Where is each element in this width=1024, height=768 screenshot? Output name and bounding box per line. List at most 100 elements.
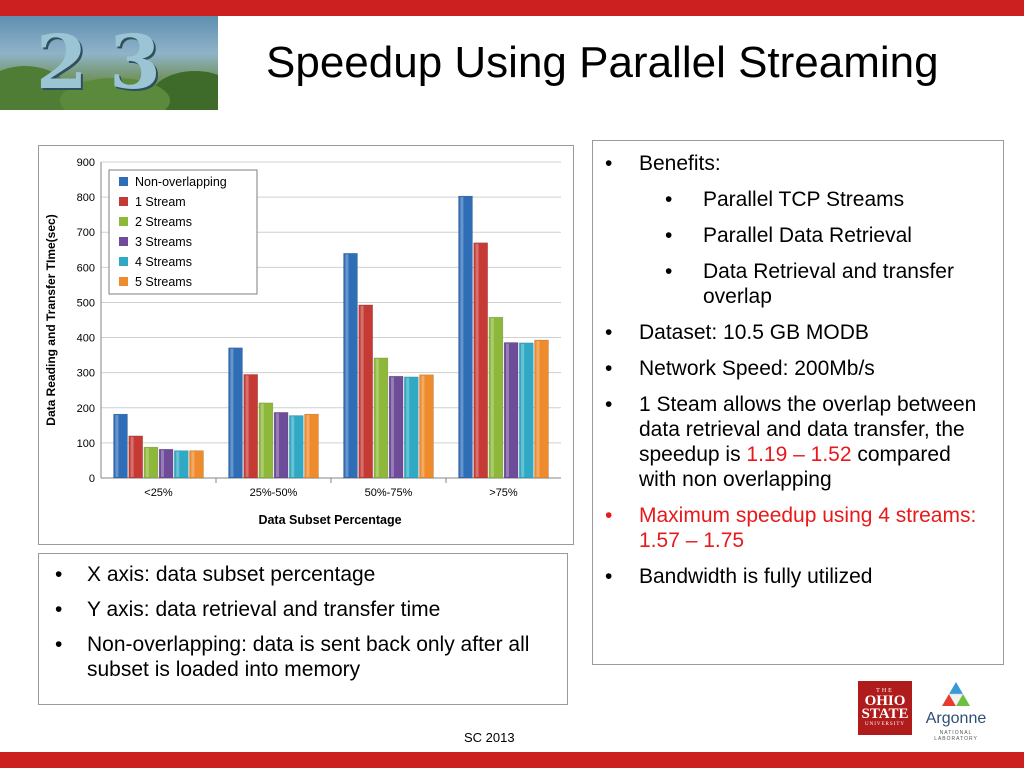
bar [189, 450, 204, 479]
x-tick-label: <25% [144, 487, 173, 499]
bar [358, 304, 374, 479]
slide-title: Speedup Using Parallel Streaming [266, 38, 939, 87]
bullet-bandwidth: Bandwidth is fully utilized [603, 564, 993, 589]
y-tick-label: 600 [77, 262, 95, 274]
x-tick-label: 50%-75% [365, 487, 413, 499]
legend-label: 2 Streams [135, 215, 192, 229]
legend-swatch [119, 277, 128, 286]
bar-highlight [245, 375, 249, 477]
y-tick-label: 800 [77, 192, 95, 204]
bar-highlight [260, 403, 264, 477]
bar-highlight [360, 305, 364, 477]
axis-notes-box: X axis: data subset percentage Y axis: d… [38, 553, 568, 705]
bar-highlight [506, 343, 509, 477]
bar-highlight [306, 415, 310, 477]
bar-highlight [191, 451, 195, 477]
bar [373, 357, 389, 479]
y-tick-label: 500 [77, 297, 95, 309]
bar [473, 242, 489, 479]
y-tick-label: 0 [89, 473, 95, 485]
bar [518, 342, 534, 479]
legend-label: 5 Streams [135, 275, 192, 289]
bar [113, 413, 128, 479]
bar [243, 374, 258, 479]
bar-highlight [345, 254, 349, 477]
bar [128, 435, 143, 479]
bar-highlight [460, 197, 464, 477]
y-tick-label: 400 [77, 333, 95, 345]
bar-highlight [176, 451, 180, 477]
bar-highlight [291, 416, 295, 477]
legend-swatch [119, 177, 128, 186]
bar [174, 450, 189, 479]
argonne-logo: Argonne NATIONAL LABORATORY [918, 680, 994, 744]
y-axis-label: Data Reading and Transfer TIme(sec) [44, 214, 58, 425]
sub-bullet-tcp: Parallel TCP Streams [603, 187, 993, 212]
bar-highlight [536, 341, 540, 477]
legend-swatch [119, 217, 128, 226]
bar-highlight [391, 377, 394, 477]
bar [228, 347, 243, 479]
argonne-subtitle: NATIONAL LABORATORY [934, 730, 978, 742]
bar [534, 339, 549, 479]
note-non-overlapping: Non-overlapping: data is sent back only … [53, 632, 553, 682]
bar [388, 375, 404, 479]
bar [258, 402, 274, 479]
header-photo: 2 3 57 [0, 16, 218, 110]
x-tick-label: 25%-50% [250, 487, 298, 499]
bullet-dataset: Dataset: 10.5 GB MODB [603, 320, 993, 345]
x-axis-label: Data Subset Percentage [258, 513, 401, 527]
bullet-max-speedup: Maximum speedup using 4 streams: 1.57 – … [603, 503, 993, 553]
one-stream-text: 1 Steam allows the overlap between data … [639, 393, 977, 466]
legend-label: 1 Stream [135, 195, 186, 209]
bar-highlight [521, 343, 525, 477]
bar-highlight [490, 318, 494, 477]
argonne-triangle-icon [942, 682, 970, 707]
bar [143, 446, 159, 479]
bar-highlight [115, 415, 119, 477]
bar-highlight [161, 450, 164, 477]
bullet-one-stream: 1 Steam allows the overlap between data … [603, 392, 993, 492]
bar [403, 376, 419, 479]
bottom-accent-bar [0, 752, 1024, 768]
argonne-wordmark: Argonne [925, 710, 987, 727]
y-tick-label: 100 [77, 438, 95, 450]
bar-highlight [145, 448, 149, 477]
bar-highlight [406, 377, 410, 477]
note-x-axis: X axis: data subset percentage [53, 562, 553, 587]
bar [343, 252, 358, 479]
legend-swatch [119, 197, 128, 206]
legend-label: Non-overlapping [135, 175, 227, 189]
ohio-state-logo: THE OHIO STATE UNIVERSITY [858, 681, 912, 735]
x-tick-label: >75% [489, 487, 518, 499]
legend-label: 4 Streams [135, 255, 192, 269]
chart-frame: 0 100 200 300 400 500 600 700 800 900 <25% 25%-50% 5… [38, 145, 574, 545]
bar-highlight [230, 348, 234, 477]
bar-highlight [375, 358, 379, 477]
y-tick-label: 300 [77, 368, 95, 380]
y-tick-label: 200 [77, 403, 95, 415]
bar-highlight [475, 243, 479, 477]
bar [273, 412, 289, 479]
legend-swatch [119, 237, 128, 246]
bar [458, 195, 473, 479]
footer-conference: SC 2013 [464, 730, 515, 745]
sub-bullet-overlap: Data Retrieval and transfer overlap [603, 259, 993, 309]
benefits-box: Benefits: Parallel TCP Streams Parallel … [592, 140, 1004, 665]
legend-swatch [119, 257, 128, 266]
y-tick-label: 900 [77, 157, 95, 169]
sub-bullet-retrieval: Parallel Data Retrieval [603, 223, 993, 248]
bar-highlight [130, 436, 134, 477]
legend-box [108, 169, 258, 295]
bar [304, 413, 319, 479]
note-y-axis: Y axis: data retrieval and transfer time [53, 597, 553, 622]
speedup-range: 1.19 – 1.52 [746, 443, 852, 466]
bar [289, 415, 304, 479]
one-stream-compare: compared with non overlapping [639, 443, 951, 491]
bar-chart: 0 100 200 300 400 500 600 700 800 900 <25% 25%-50% 5… [44, 157, 561, 527]
legend-label: 3 Streams [135, 235, 192, 249]
y-tick-label: 700 [77, 227, 95, 239]
bar [419, 374, 434, 479]
photo-numbers: 2 3 57 [36, 20, 161, 110]
bar [158, 448, 174, 479]
